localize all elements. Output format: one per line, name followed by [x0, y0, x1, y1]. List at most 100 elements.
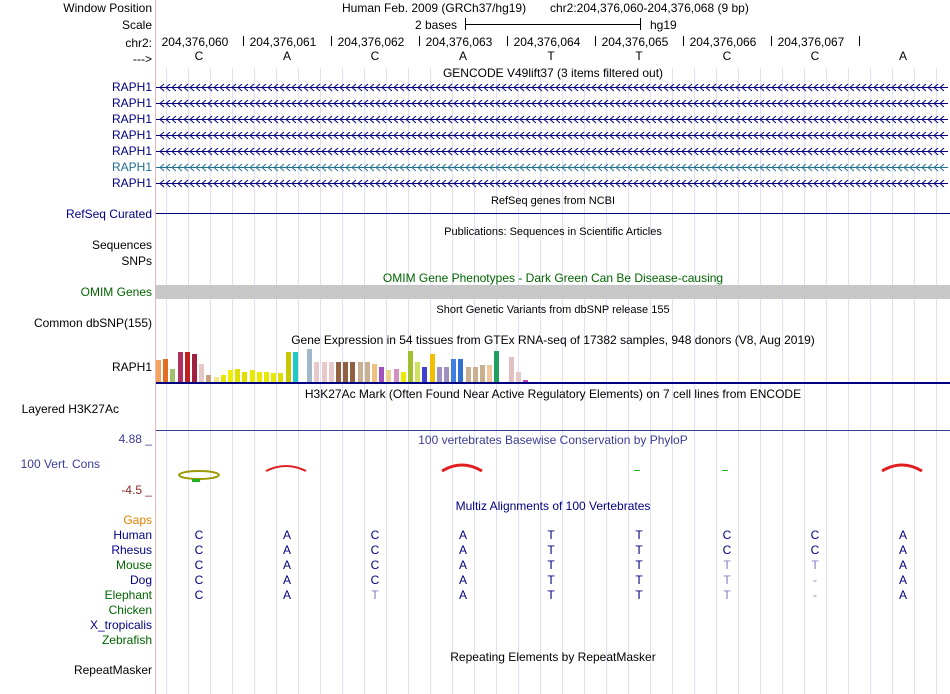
gtex-tissue-bar[interactable] — [256, 372, 262, 382]
gtex-tissue-bar[interactable] — [508, 357, 514, 382]
gtex-tissue-bar[interactable] — [523, 380, 529, 382]
strand-label[interactable]: ---> — [133, 52, 152, 66]
aligned-base: T — [635, 543, 643, 557]
gtex-tissue-bar[interactable] — [408, 351, 413, 382]
gtex-tissue-bar[interactable] — [163, 359, 169, 382]
cons-track-label[interactable]: 100 Vert. Cons — [20, 457, 100, 471]
gtex-tissue-bar[interactable] — [494, 351, 500, 382]
gtex-tissue-bar[interactable] — [357, 362, 363, 382]
gtex-tissue-bar[interactable] — [472, 367, 478, 382]
species-label-x_tropicalis[interactable]: X_tropicalis — [89, 618, 152, 632]
snps-label[interactable]: SNPs — [121, 254, 152, 268]
gtex-tissue-bar[interactable] — [487, 365, 493, 382]
gtex-tissue-bar[interactable] — [465, 367, 471, 382]
gtex-tissue-bar[interactable] — [192, 354, 197, 382]
gtex-gene-label[interactable]: RAPH1 — [111, 360, 152, 374]
species-label-human[interactable]: Human — [113, 528, 152, 542]
species-label-elephant[interactable]: Elephant — [104, 588, 152, 602]
gene-model-raph1[interactable] — [156, 131, 950, 140]
aligned-base: A — [458, 558, 467, 572]
gtex-tissue-bar[interactable] — [393, 369, 399, 382]
gtex-tissue-bar[interactable] — [235, 369, 241, 382]
gtex-tissue-bar[interactable] — [458, 359, 464, 382]
gtex-tissue-bar[interactable] — [184, 352, 190, 382]
gtex-tissue-bar[interactable] — [170, 369, 176, 382]
gtex-tissue-bar[interactable] — [314, 362, 320, 382]
repeatmasker-label[interactable]: RepeatMasker — [73, 663, 152, 677]
species-label-mouse[interactable]: Mouse — [115, 558, 152, 572]
scale-assembly: hg19 — [650, 18, 677, 32]
grid-line — [716, 68, 717, 694]
gtex-tissue-bar[interactable] — [372, 364, 377, 382]
grid-line — [892, 68, 893, 694]
gtex-gene-line[interactable] — [156, 382, 950, 384]
gene-model-raph1[interactable] — [156, 163, 950, 172]
gtex-tissue-bar[interactable] — [285, 352, 291, 382]
gtex-bar-chart[interactable] — [156, 348, 950, 382]
coordinate-label: 204,376,062 — [337, 35, 405, 49]
sequences-label[interactable]: Sequences — [91, 238, 152, 252]
gtex-tissue-bar[interactable] — [249, 370, 255, 382]
gene-strand-chevrons — [156, 163, 948, 172]
common-dbsnp-label[interactable]: Common dbSNP(155) — [33, 316, 152, 330]
gtex-tissue-bar[interactable] — [264, 372, 269, 382]
gene-model-raph1[interactable] — [156, 147, 950, 156]
gtex-tissue-bar[interactable] — [292, 352, 298, 382]
aligned-base: C — [194, 588, 204, 602]
phylop-conservation-plot[interactable] — [156, 458, 950, 488]
gtex-tissue-bar[interactable] — [379, 367, 385, 382]
gtex-tissue-bar[interactable] — [242, 372, 248, 382]
gtex-tissue-bar[interactable] — [199, 364, 205, 382]
species-label-chicken[interactable]: Chicken — [108, 603, 152, 617]
gene-label-raph1[interactable]: RAPH1 — [111, 144, 152, 158]
species-label-rhesus[interactable]: Rhesus — [111, 543, 152, 557]
gtex-tissue-bar[interactable] — [177, 352, 183, 382]
gtex-tissue-bar[interactable] — [364, 362, 370, 382]
gene-model-raph1[interactable] — [156, 99, 950, 108]
gtex-tissue-bar[interactable] — [307, 349, 313, 382]
window-position-label: Window Position — [63, 1, 152, 15]
refseq-gene-line[interactable] — [156, 213, 950, 214]
gene-label-raph1[interactable]: RAPH1 — [111, 128, 152, 142]
gtex-tissue-bar[interactable] — [436, 367, 442, 382]
gtex-tissue-bar[interactable] — [328, 362, 334, 382]
gtex-tissue-bar[interactable] — [429, 354, 435, 382]
gaps-label[interactable]: Gaps — [123, 513, 152, 527]
gtex-tissue-bar[interactable] — [343, 362, 349, 382]
gtex-tissue-bar[interactable] — [271, 373, 277, 382]
gtex-tissue-bar[interactable] — [516, 372, 521, 382]
gtex-tissue-bar[interactable] — [321, 362, 327, 382]
track-image-panel[interactable]: Human Feb. 2009 (GRCh37/hg19) chr2:204,3… — [156, 0, 950, 694]
refseq-curated-label[interactable]: RefSeq Curated — [65, 207, 152, 221]
omim-genes-label[interactable]: OMIM Genes — [80, 285, 152, 299]
species-label-zebrafish[interactable]: Zebrafish — [101, 633, 152, 647]
gene-model-raph1[interactable] — [156, 115, 950, 124]
gtex-tissue-bar[interactable] — [228, 370, 233, 382]
gtex-tissue-bar[interactable] — [444, 367, 449, 382]
gene-label-raph1[interactable]: RAPH1 — [111, 160, 152, 174]
gene-label-raph1[interactable]: RAPH1 — [111, 176, 152, 190]
gtex-tissue-bar[interactable] — [213, 377, 219, 382]
gtex-tissue-bar[interactable] — [400, 372, 406, 382]
gtex-tissue-bar[interactable] — [451, 359, 457, 382]
gene-label-raph1[interactable]: RAPH1 — [111, 80, 152, 94]
layered-h3k27ac-label[interactable]: Layered H3K27Ac — [21, 402, 119, 416]
omim-gene-bar[interactable] — [156, 285, 950, 299]
gene-model-raph1[interactable] — [156, 83, 950, 92]
gtex-tissue-bar[interactable] — [415, 362, 421, 382]
species-label-dog[interactable]: Dog — [129, 573, 152, 587]
gtex-tissue-bar[interactable] — [156, 360, 161, 382]
gene-model-raph1[interactable] — [156, 179, 950, 188]
gtex-tissue-bar[interactable] — [480, 365, 485, 382]
cons-glyph — [178, 470, 220, 480]
gtex-tissue-bar[interactable] — [350, 362, 356, 382]
gene-label-raph1[interactable]: RAPH1 — [111, 96, 152, 110]
aligned-base: A — [458, 543, 467, 557]
gtex-tissue-bar[interactable] — [386, 370, 392, 382]
gtex-tissue-bar[interactable] — [220, 375, 226, 382]
gtex-tissue-bar[interactable] — [278, 373, 284, 382]
gtex-tissue-bar[interactable] — [422, 367, 428, 382]
gtex-tissue-bar[interactable] — [336, 362, 341, 382]
gene-label-raph1[interactable]: RAPH1 — [111, 112, 152, 126]
gtex-tissue-bar[interactable] — [206, 375, 212, 382]
